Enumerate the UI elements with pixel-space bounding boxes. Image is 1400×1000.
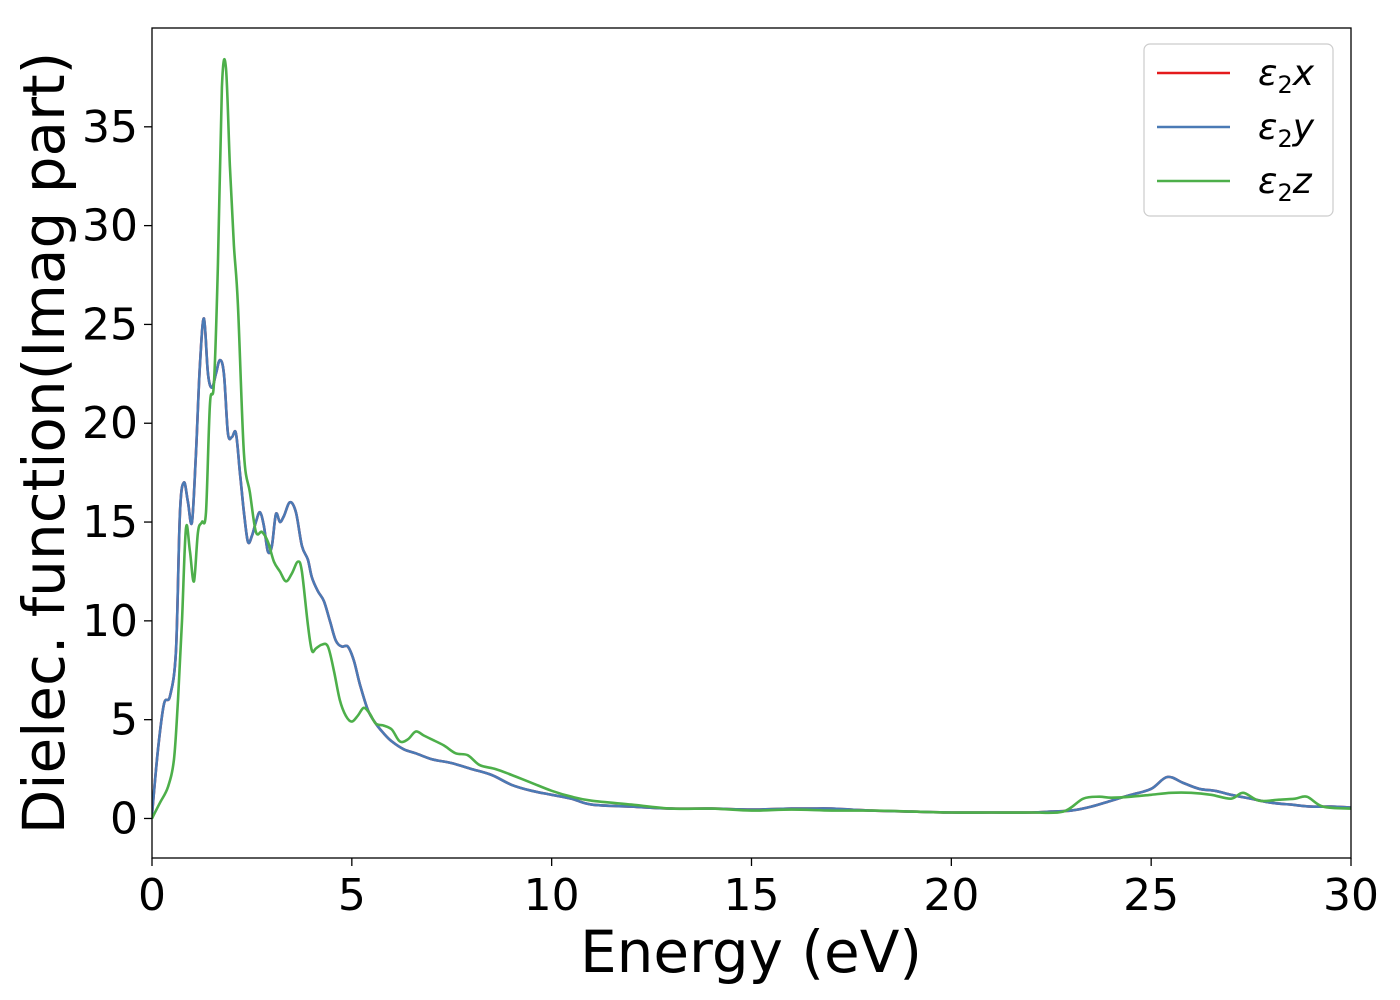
y-axis: 0 5 10 15 20 25 30 35 (82, 102, 152, 844)
x-axis: 0 5 10 15 20 25 30 (138, 858, 1379, 921)
legend-label-z: ε2z (1258, 161, 1313, 207)
x-tick-label: 10 (524, 870, 580, 921)
legend-label-y: ε2y (1258, 107, 1315, 153)
x-tick-label: 20 (923, 870, 979, 921)
legend-label-x: ε2x (1258, 53, 1315, 99)
x-tick-label: 15 (724, 870, 780, 921)
legend-box (1143, 43, 1334, 217)
x-tick-label: 30 (1323, 870, 1379, 921)
y-tick-label: 0 (110, 793, 138, 844)
x-tick-label: 5 (338, 870, 366, 921)
x-tick-label: 25 (1123, 870, 1179, 921)
series-line-x (152, 317, 1351, 815)
y-tick-label: 15 (82, 497, 138, 548)
x-axis-title: Energy (eV) (580, 918, 922, 986)
legend: ε2x ε2y ε2z (1143, 43, 1334, 217)
x-tick-label: 0 (138, 870, 166, 921)
y-tick-label: 10 (82, 596, 138, 647)
y-tick-label: 5 (110, 695, 138, 746)
series-line-y (152, 317, 1351, 815)
y-tick-label: 25 (82, 299, 138, 350)
y-tick-label: 30 (82, 201, 138, 252)
y-axis-title: Dielec. function(Imag part) (10, 52, 78, 835)
series-line-z (152, 57, 1351, 820)
y-tick-label: 35 (82, 102, 138, 153)
series-layer (152, 57, 1351, 820)
y-tick-label: 20 (82, 398, 138, 449)
